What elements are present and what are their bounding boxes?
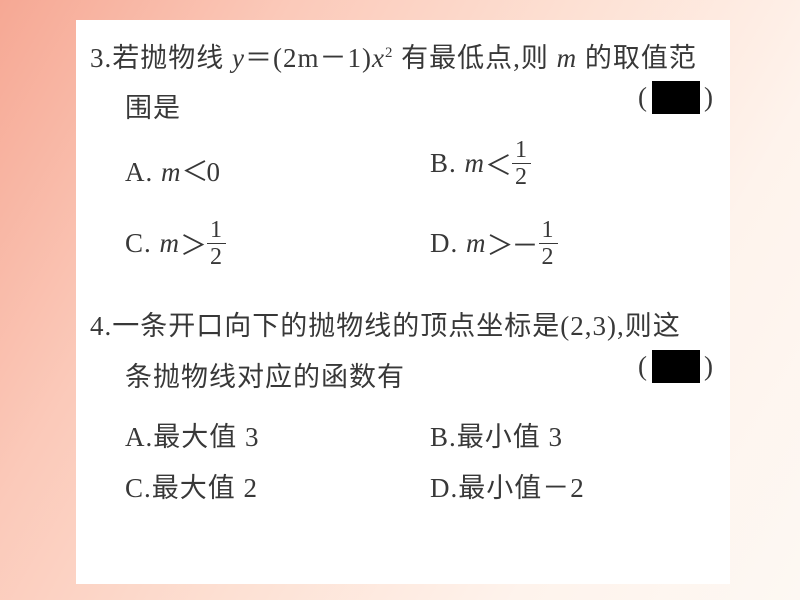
q3-stem1-mid: 有最低点,则 [393,43,556,73]
q4-option-d: D.最小值－2 [430,466,585,505]
q3-m: m [557,43,578,73]
q4-line1: 4.一条开口向下的抛物线的顶点坐标是(2,3),则这 [90,304,681,343]
q3-eq: ＝( [245,43,283,73]
fraction-icon: 1 2 [512,138,531,189]
q3-a-label: A. [125,157,153,187]
q3-number: 3. [90,43,112,73]
q3-option-c: C. m＞ 1 2 [125,218,226,269]
q4-option-a: A.最大值 3 [125,415,260,454]
q4-paren-r: ) [704,351,714,382]
q3-a-val: 0 [207,157,222,187]
q3-c-op: ＞ [180,231,205,261]
q3-stem1-pre: 若抛物线 [112,43,232,73]
q4-option-c: C.最大值 2 [125,466,258,505]
q3-2m: 2m [283,43,320,73]
q4-d: D.最小值－2 [430,473,585,503]
q3-option-b: B. m＜ 1 2 [430,138,531,189]
q3-d-label: D. [430,228,458,258]
q3-b-op: ＜ [485,151,510,181]
q3-stem2: 围是 [125,93,181,123]
q3-c-var: m [152,228,180,258]
blackbox-icon [652,350,700,383]
q3-b-den: 2 [512,164,531,189]
q3-d-num: 1 [539,218,558,244]
q3-line2: 围是 [125,86,181,125]
q3-a-var: m [153,157,181,187]
q3-c-num: 1 [207,218,226,244]
blackbox-icon [652,81,700,114]
q3-y: y [232,43,245,73]
q4-paren-l: ( [638,351,648,382]
q3-d-var: m [458,228,486,258]
q3-line1: 3.若抛物线 y＝(2m－1)x2 有最低点,则 m 的取值范 [90,36,697,75]
fraction-icon: 1 2 [539,218,558,269]
q4-stem1: 一条开口向下的抛物线的顶点坐标是(2,3),则这 [112,311,680,341]
q4-option-b: B.最小值 3 [430,415,563,454]
q3-x: x [372,43,385,73]
q3-a-op: ＜ [182,157,207,187]
q3-answer-slot: () [638,80,714,114]
q3-paren-l: ( [638,82,648,113]
q3-option-d: D. m＞－ 1 2 [430,218,558,269]
paper: 3.若抛物线 y＝(2m－1)x2 有最低点,则 m 的取值范 围是 () A.… [76,20,730,584]
q4-b: B.最小值 3 [430,422,563,452]
q4-c: C.最大值 2 [125,473,258,503]
q3-b-var: m [457,148,485,178]
q3-d-den: 2 [539,244,558,269]
fraction-icon: 1 2 [207,218,226,269]
q4-line2: 条抛物线对应的函数有 [125,355,405,394]
q3-c-den: 2 [207,244,226,269]
q3-stem1-post: 的取值范 [577,43,697,73]
q3-b-num: 1 [512,138,531,164]
q3-b-label: B. [430,148,457,178]
q3-d-op: ＞－ [487,231,537,261]
q3-c-label: C. [125,228,152,258]
q4-number: 4. [90,311,112,341]
q3-minus1: －1) [320,43,373,73]
q4-answer-slot: () [638,349,714,383]
q3-option-a: A. m＜0 [125,150,221,189]
q4-a: A.最大值 3 [125,422,260,452]
q3-paren-r: ) [704,82,714,113]
q4-stem2: 条抛物线对应的函数有 [125,362,405,392]
